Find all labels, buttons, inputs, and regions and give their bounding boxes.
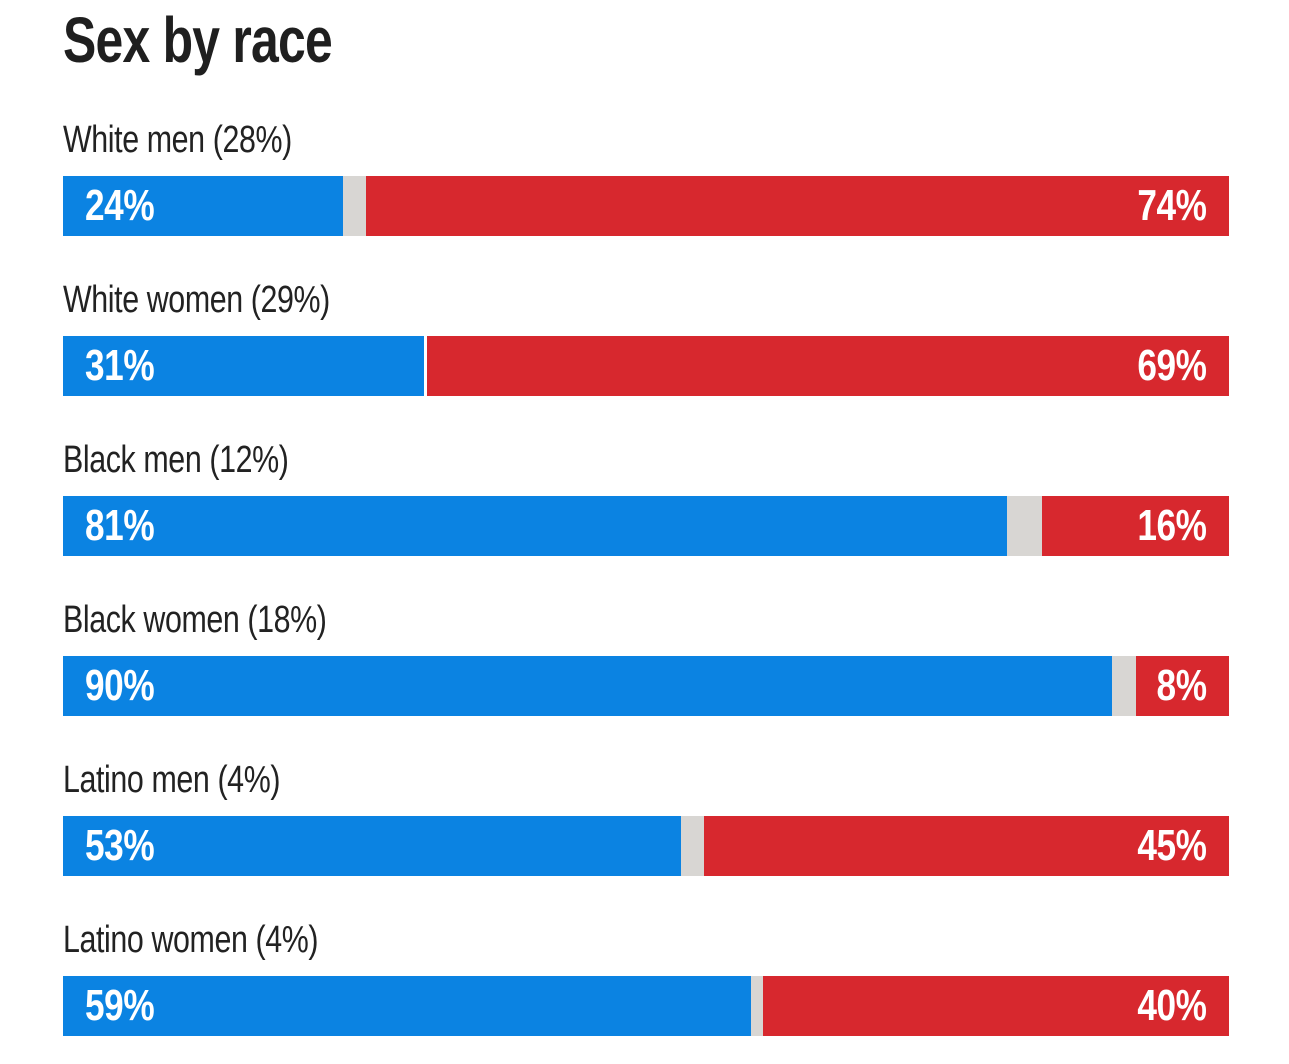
bar-segment-red: 74% bbox=[366, 176, 1229, 236]
bar-segment-red: 8% bbox=[1135, 656, 1229, 716]
bar-value-blue: 59% bbox=[85, 981, 155, 1030]
chart-row: White women (29%) 31% 69% bbox=[63, 280, 1229, 396]
bar-value-red: 16% bbox=[1137, 501, 1208, 550]
bar-value-blue: 81% bbox=[85, 501, 155, 550]
bar-value-blue: 24% bbox=[85, 181, 155, 230]
stacked-bar: 90% 8% bbox=[63, 656, 1229, 716]
bar-segment-red: 40% bbox=[762, 976, 1229, 1036]
bar-value-red: 74% bbox=[1137, 181, 1208, 230]
bar-segment-gray bbox=[1112, 656, 1136, 716]
stacked-bar: 31% 69% bbox=[63, 336, 1229, 396]
bar-value-blue: 53% bbox=[85, 821, 155, 870]
bar-segment-gray bbox=[1007, 496, 1043, 556]
stacked-bar: 53% 45% bbox=[63, 816, 1229, 876]
bar-segment-red: 69% bbox=[424, 336, 1229, 396]
bar-value-blue: 90% bbox=[85, 661, 155, 710]
bar-value-red: 8% bbox=[1156, 661, 1207, 710]
stacked-bar: 59% 40% bbox=[63, 976, 1229, 1036]
bars-list: White men (28%) 24% 74% White women (29%) 31… bbox=[63, 120, 1229, 1036]
bar-segment-gray bbox=[750, 976, 763, 1036]
row-label: White women (29%) bbox=[63, 279, 330, 321]
bar-value-red: 45% bbox=[1137, 821, 1208, 870]
chart-container: Sex by race White men (28%) 24% 74% White w… bbox=[0, 8, 1289, 1064]
bar-segment-gray bbox=[342, 176, 367, 236]
chart-row: Latino women (4%) 59% 40% bbox=[63, 920, 1229, 1036]
bar-segment-blue: 31% bbox=[63, 336, 425, 396]
chart-title: Sex by race bbox=[63, 4, 333, 76]
bar-value-red: 69% bbox=[1137, 341, 1208, 390]
stacked-bar: 81% 16% bbox=[63, 496, 1229, 556]
row-label: Black women (18%) bbox=[63, 599, 327, 641]
bar-segment-red: 45% bbox=[704, 816, 1229, 876]
row-label: White men (28%) bbox=[63, 119, 292, 161]
row-label: Latino men (4%) bbox=[63, 759, 281, 801]
bar-segment-blue: 90% bbox=[63, 656, 1113, 716]
chart-row: White men (28%) 24% 74% bbox=[63, 120, 1229, 236]
chart-row: Latino men (4%) 53% 45% bbox=[63, 760, 1229, 876]
row-label: Black men (12%) bbox=[63, 439, 289, 481]
bar-segment-blue: 53% bbox=[63, 816, 681, 876]
chart-row: Black women (18%) 90% 8% bbox=[63, 600, 1229, 716]
chart-row: Black men (12%) 81% 16% bbox=[63, 440, 1229, 556]
bar-segment-red: 16% bbox=[1042, 496, 1229, 556]
bar-value-red: 40% bbox=[1137, 981, 1208, 1030]
bar-segment-gray bbox=[680, 816, 705, 876]
bar-segment-blue: 24% bbox=[63, 176, 343, 236]
row-label: Latino women (4%) bbox=[63, 919, 319, 961]
stacked-bar: 24% 74% bbox=[63, 176, 1229, 236]
bar-value-blue: 31% bbox=[85, 341, 155, 390]
bar-segment-blue: 59% bbox=[63, 976, 751, 1036]
bar-segment-blue: 81% bbox=[63, 496, 1008, 556]
